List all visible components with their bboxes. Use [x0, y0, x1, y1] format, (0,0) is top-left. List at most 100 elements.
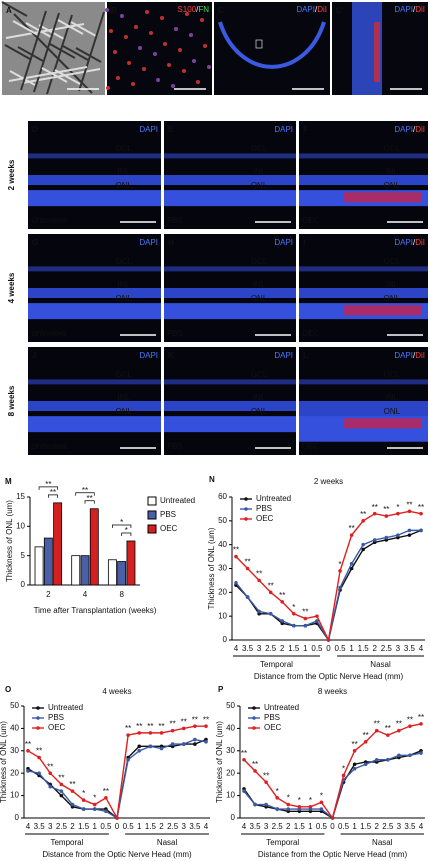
legend-label: Untreated — [48, 703, 83, 712]
x-group-label: Nasal — [370, 660, 391, 669]
legend-marker — [244, 497, 248, 501]
point — [253, 769, 257, 773]
x-tick-label: 3.5 — [404, 822, 416, 831]
cell — [153, 52, 157, 56]
point — [338, 585, 342, 590]
stain-part: / — [413, 351, 416, 360]
point — [257, 609, 261, 614]
x-tick-label: 0 — [330, 822, 335, 831]
point — [280, 600, 285, 604]
line — [27, 738, 207, 820]
sig-label: ** — [363, 731, 369, 740]
sig-label: ** — [279, 591, 285, 600]
group-label: OEC — [302, 329, 320, 338]
line — [27, 725, 206, 821]
x-tick-label: 4 — [419, 644, 424, 653]
x-tick-label: 4 — [83, 590, 88, 599]
y-axis-title: Thickness of ONL (um) — [215, 721, 224, 803]
x-tick-label: 0.5 — [311, 644, 323, 653]
stain-part: / — [413, 5, 416, 14]
dii-band — [374, 22, 380, 82]
x-tick-label: 3 — [264, 822, 269, 831]
onl-band — [28, 190, 161, 207]
sig-bracket — [121, 532, 132, 536]
x-tick-label: 3 — [397, 822, 402, 831]
point — [193, 737, 197, 742]
point — [349, 566, 354, 571]
stain-label: DAPI/DiI — [394, 5, 425, 14]
sig-label: ** — [241, 749, 247, 758]
inl-band — [28, 175, 161, 185]
x-axis-title: Distance from the Optic Nerve Head (mm) — [254, 672, 404, 681]
point — [315, 619, 319, 623]
y-tick-label: 0 — [231, 813, 236, 822]
sig-label: ** — [82, 486, 88, 495]
cell — [134, 25, 138, 29]
cell-texture — [13, 13, 93, 94]
x-tick-label: 1.5 — [78, 822, 90, 831]
x-tick-label: 2 — [70, 822, 75, 831]
point — [245, 595, 250, 599]
y-tick-label: 20 — [226, 768, 235, 777]
legend-label: OEC — [264, 723, 282, 732]
y-tick-label: 10 — [218, 611, 227, 620]
bar — [71, 555, 81, 586]
x-group-label: Nasal — [372, 838, 393, 847]
stain-part: / — [315, 5, 318, 14]
x-tick-label: 3.5 — [189, 822, 201, 831]
retina-ring — [218, 21, 326, 69]
x-axis-title: Distance from the Optic Nerve Head (mm) — [42, 850, 192, 859]
bar — [126, 540, 136, 586]
stain-label: DAPI — [274, 238, 293, 247]
point — [315, 614, 319, 618]
point — [292, 611, 296, 616]
x-tick-label: 2 — [286, 822, 291, 831]
stain-part: DAPI — [296, 5, 315, 14]
onl-band — [164, 190, 296, 207]
cell-texture — [21, 68, 101, 84]
y-tick-label: 40 — [226, 724, 235, 733]
panel-letter: K — [168, 351, 174, 360]
layer-label: GCL — [251, 144, 268, 153]
legend-label: OEC — [48, 723, 66, 732]
cell-texture — [1, 1, 28, 17]
point — [341, 773, 346, 778]
stain-label: DAPI — [139, 351, 158, 360]
y-tick-label: 30 — [226, 746, 235, 755]
chart-title: 4 weeks — [102, 687, 131, 696]
panel-letter: G — [32, 238, 38, 247]
layer-label: GCL — [384, 257, 401, 266]
point — [268, 590, 273, 595]
panel-letter: J — [32, 351, 36, 360]
x-tick-label: 1 — [352, 822, 357, 831]
x-group-label: Temporal — [260, 660, 293, 669]
chart-title: 2 weeks — [314, 477, 343, 486]
panel-letter: L — [303, 351, 308, 360]
cell — [160, 16, 164, 20]
y-tick-label: 50 — [218, 516, 227, 525]
x-group-label: Temporal — [50, 838, 83, 847]
sig-label: ** — [418, 713, 424, 722]
point — [126, 733, 130, 737]
cell — [167, 63, 171, 67]
sig-label: ** — [147, 722, 153, 731]
sig-label: * — [320, 791, 323, 800]
micrograph — [214, 2, 330, 95]
sig-label: ** — [263, 771, 269, 780]
x-tick-label: 3 — [182, 822, 187, 831]
x-tick-label: 1 — [308, 822, 313, 831]
layer-label: ONL — [384, 407, 401, 416]
stain-part: DAPI — [139, 125, 158, 134]
point — [386, 757, 390, 762]
sig-label: ** — [36, 747, 42, 756]
point — [26, 769, 30, 773]
x-tick-label: 2 — [375, 822, 380, 831]
sig-label: ** — [352, 740, 358, 749]
x-axis-title: Distance from the Optic Nerve Head (mm) — [258, 850, 408, 859]
point — [137, 749, 142, 753]
cell — [145, 10, 149, 14]
point — [204, 724, 208, 728]
x-tick-label: 3.5 — [242, 644, 254, 653]
sig-label: * — [396, 503, 399, 512]
